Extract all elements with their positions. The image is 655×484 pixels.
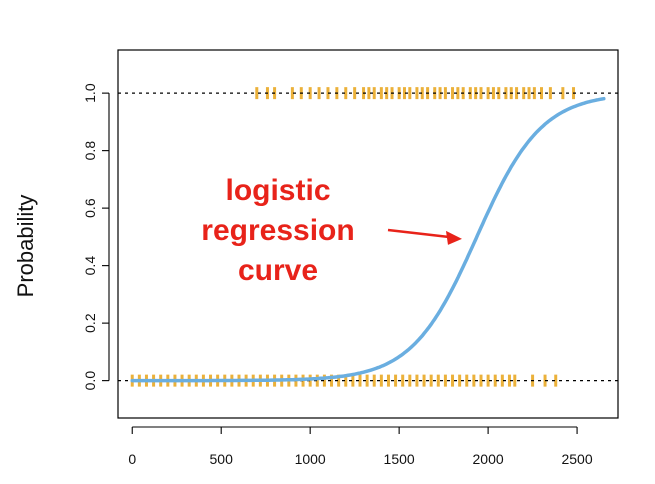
annotation: logistic regression curve (201, 174, 462, 287)
y-axis-title: Probability (13, 195, 38, 298)
x-tick-label: 1000 (295, 451, 326, 467)
x-tick-label: 0 (128, 451, 136, 467)
y-tick-label: 0.0 (82, 371, 98, 391)
annotation-arrow-head (445, 230, 462, 245)
logistic-curve (130, 96, 606, 383)
y-tick-label: 0.8 (82, 141, 98, 161)
x-tick-label: 2000 (473, 451, 504, 467)
x-tick-label: 2500 (561, 451, 592, 467)
x-axis: 0 500 1000 1500 2000 2500 (128, 426, 593, 467)
annotation-arrow-shaft (387, 228, 449, 239)
y-tick-label: 0.2 (82, 313, 98, 333)
x-tick-label: 1500 (384, 451, 415, 467)
annotation-line: regression (201, 214, 354, 247)
y-tick-label: 0.4 (82, 256, 98, 276)
plot-frame (117, 49, 619, 419)
x-tick-label: 500 (210, 451, 234, 467)
annotation-line: curve (238, 254, 318, 287)
y-tick-label: 0.6 (82, 198, 98, 218)
y-axis: 0.0 0.2 0.4 0.6 0.8 1.0 (82, 83, 110, 391)
annotation-line: logistic (225, 174, 330, 207)
y-tick-label: 1.0 (82, 83, 98, 103)
